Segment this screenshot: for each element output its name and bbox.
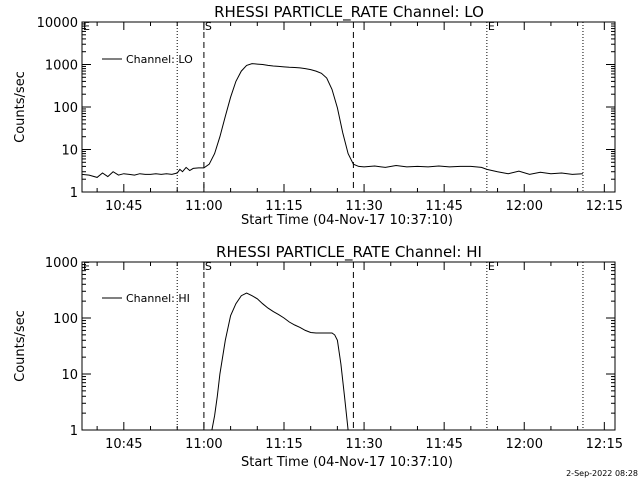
x-tick-label: 11:30	[345, 199, 382, 214]
y-tick-label: 1	[70, 424, 78, 439]
chart-title: RHESSI PARTICLE_RATE Channel: LO	[214, 3, 484, 22]
x-tick-labels: 10:45 11:00 11:15 11:30 11:45 12:00 12:15	[105, 437, 623, 452]
y-tick-labels: 1 10 100 1000 10000	[37, 16, 78, 201]
marker-label: E	[488, 260, 495, 273]
x-tick-label: 12:15	[586, 437, 623, 452]
marker-label: S	[205, 20, 212, 33]
chart-lo: RHESSI PARTICLE_RATE Channel: LO 1101001…	[13, 3, 623, 228]
y-tick-label: 100	[53, 101, 78, 116]
marker-label: S	[205, 260, 212, 273]
chart-title: RHESSI PARTICLE_RATE Channel: HI	[216, 243, 482, 262]
axis-ticks	[82, 261, 615, 431]
marker-label: E	[488, 20, 495, 33]
chart-hi: RHESSI PARTICLE_RATE Channel: HI 1101001…	[13, 243, 623, 470]
axis-ticks	[82, 21, 615, 193]
marker-label: E	[83, 260, 90, 273]
x-tick-label: 11:45	[425, 199, 462, 214]
y-tick-label: 10	[61, 144, 78, 159]
x-tick-label: 12:00	[506, 437, 543, 452]
y-tick-labels: 1 10 100 1000	[45, 256, 78, 439]
x-tick-label: 11:15	[265, 437, 302, 452]
series-line-lo	[81, 63, 584, 178]
y-tick-label: 1	[70, 186, 78, 201]
x-tick-labels: 10:45 11:00 11:15 11:30 11:45 12:00 12:15	[105, 199, 623, 214]
x-tick-label: 11:00	[185, 437, 222, 452]
x-tick-label: 10:45	[105, 199, 142, 214]
marker-lines	[176, 262, 584, 430]
x-tick-label: 11:45	[425, 437, 462, 452]
legend-label: Channel: LO	[126, 53, 193, 66]
plot-frame	[81, 21, 616, 193]
x-tick-label: 12:15	[586, 199, 623, 214]
x-tick-label: 12:00	[506, 199, 543, 214]
series-line-hi	[211, 292, 349, 431]
x-axis-label: Start Time (04-Nov-17 10:37:10)	[241, 455, 453, 470]
y-axis-label: Counts/sec	[13, 310, 28, 382]
y-tick-label: 1000	[45, 59, 78, 74]
marker-label: E	[83, 20, 90, 33]
y-tick-label: 1000	[45, 256, 78, 271]
y-axis-label: Counts/sec	[13, 71, 28, 143]
x-tick-label: 11:15	[265, 199, 302, 214]
footer-timestamp: 2-Sep-2022 08:28	[566, 469, 638, 478]
x-tick-label: 11:00	[185, 199, 222, 214]
x-tick-label: 11:30	[345, 437, 382, 452]
legend-label: Channel: HI	[126, 292, 190, 305]
y-tick-label: 10	[61, 368, 78, 383]
y-tick-label: 10000	[37, 16, 78, 31]
x-tick-label: 10:45	[105, 437, 142, 452]
plot-frame	[81, 261, 616, 431]
y-tick-label: 100	[53, 312, 78, 327]
x-axis-label: Start Time (04-Nov-17 10:37:10)	[241, 213, 453, 228]
